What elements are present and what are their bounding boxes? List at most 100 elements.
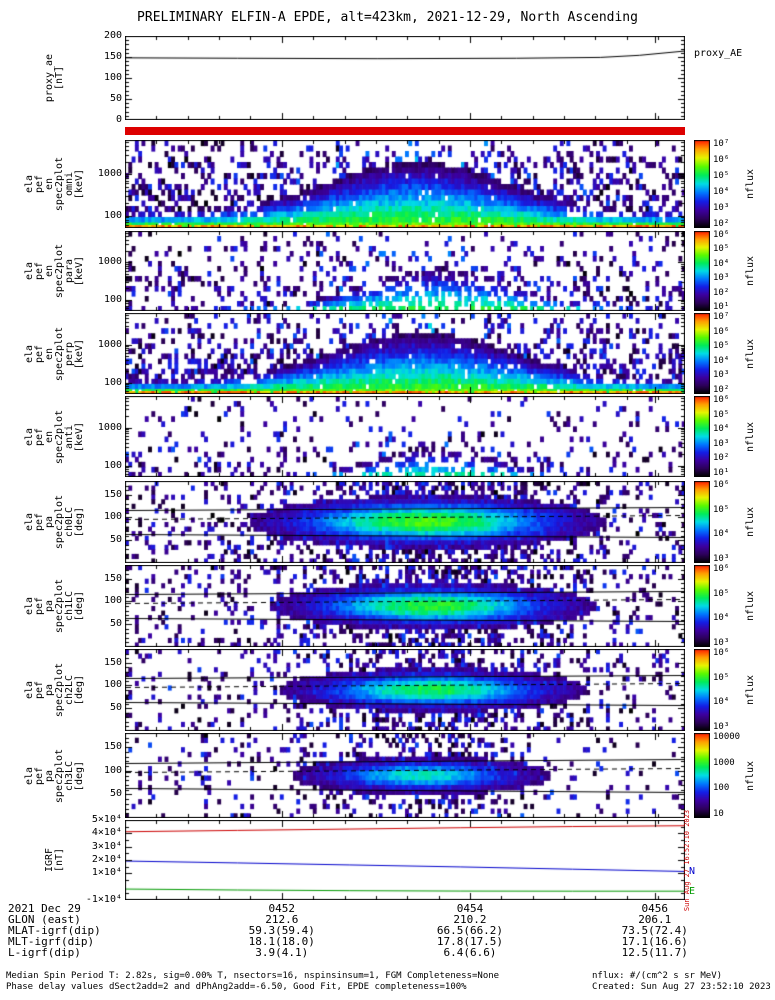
colorbar-ela-pef-en-spec2plot-para — [694, 231, 710, 311]
colorbar-ela-pef-pa-spec2plot-ch2LC — [694, 649, 710, 731]
axis-row-value: 206.1 — [638, 913, 672, 926]
axis-row-label: GLON (east) — [8, 913, 81, 926]
colorbar-tick-label: 10³ — [713, 638, 730, 648]
ytick-label-ela-pef-en-spec2plot-omni: 1000 — [97, 168, 122, 180]
axis-row-value: 18.1(18.0) — [248, 935, 315, 948]
time-tick-label: 0456 — [641, 902, 669, 915]
ytick-label-ela-pef-en-spec2plot-perp: 1000 — [97, 338, 122, 350]
ytick-label-ela-pef-en-spec2plot-omni: 100 — [103, 209, 122, 221]
axis-row-label: MLT-igrf(dip) — [8, 935, 95, 948]
colorbar-tick-label: 10⁶ — [713, 326, 730, 337]
colorbar-ela-pef-pa-spec2plot-ch3LC — [694, 733, 710, 818]
colorbar-tick-label: 10¹ — [713, 468, 730, 478]
ylabel-ela-pef-en-spec2plot-perp-text: ela pef en spec2plot perp [keV] — [24, 326, 85, 381]
axis-row-label: L-igrf(dip) — [8, 946, 81, 959]
ytick-label-ela-pef-en-spec2plot-anti: 100 — [103, 459, 122, 471]
time-tick-label: 0452 — [268, 902, 296, 915]
colorbar-title-ela-pef-pa-spec2plot-ch0LC-text: nflux — [745, 506, 757, 538]
colorbar-tick-label: 10³ — [713, 554, 730, 564]
colorbar-tick-label: 10000 — [713, 732, 741, 742]
ytick-label-IGRF: 5×10⁴ — [91, 814, 122, 825]
colorbar-tick-label: 10⁴ — [713, 187, 730, 197]
colorbar-tick-label: 10³ — [713, 203, 730, 213]
colorbar-title-ela-pef-en-spec2plot-omni: nflux — [744, 140, 758, 228]
colorbar-ela-pef-en-spec2plot-perp — [694, 313, 710, 394]
colorbar-title-ela-pef-en-spec2plot-para-text: nflux — [745, 255, 757, 287]
panel-canvas-ela-pef-en-spec2plot-para — [125, 231, 685, 311]
ytick-label-proxy-ae: 200 — [103, 30, 122, 41]
ytick-label-ela-pef-pa-spec2plot-ch1LC: 100 — [103, 595, 122, 607]
ytick-label-IGRF: 2×10⁴ — [91, 854, 122, 865]
colorbar-tick-label: 10⁵ — [713, 409, 730, 420]
colorbar-tick-label: 10⁵ — [713, 244, 730, 255]
colorbar-tick-label: 10³ — [713, 438, 730, 449]
colorbar-tick-label: 1000 — [713, 757, 735, 768]
panel-canvas-proxy-ae — [125, 36, 685, 120]
colorbar-tick-label: 10¹ — [713, 302, 730, 312]
colorbar-tick-label: 10² — [713, 219, 730, 229]
colorbar-tick-label: 10⁵ — [713, 672, 730, 683]
ytick-label-IGRF: 1×10⁴ — [91, 867, 122, 879]
axis-row-value: 66.5(66.2) — [436, 924, 504, 937]
colorbar-ela-pef-en-spec2plot-anti — [694, 396, 710, 477]
colorbar-title-ela-pef-pa-spec2plot-ch1LC-text: nflux — [745, 590, 757, 622]
colorbar-tick-label: 10⁷ — [713, 312, 730, 322]
colorbar-tick-label: 10⁵ — [713, 171, 730, 181]
colorbar-title-ela-pef-pa-spec2plot-ch3LC: nflux — [744, 733, 758, 818]
colorbar-ela-pef-pa-spec2plot-ch1LC — [694, 565, 710, 647]
panel-canvas-ela-pef-en-spec2plot-omni — [125, 140, 685, 228]
colorbar-title-ela-pef-en-spec2plot-anti: nflux — [744, 396, 758, 477]
ytick-label-proxy-ae: 150 — [103, 51, 122, 62]
colorbar-title-ela-pef-en-spec2plot-perp-text: nflux — [745, 338, 757, 369]
footer-created-text: Created: Sun Aug 27 23:52:10 2023 — [592, 982, 771, 992]
panel-canvas-IGRF — [125, 820, 685, 900]
panel-right-label-proxy-ae: proxy_AE — [694, 48, 743, 59]
ytick-label-ela-pef-en-spec2plot-para: 1000 — [97, 256, 122, 268]
colorbar-tick-label: 10² — [713, 385, 730, 395]
colorbar-tick-label: 10⁶ — [713, 395, 730, 405]
colorbar-title-ela-pef-pa-spec2plot-ch2LC-text: nflux — [745, 674, 757, 706]
ytick-label-ela-pef-en-spec2plot-para: 100 — [103, 293, 122, 305]
colorbar-title-ela-pef-pa-spec2plot-ch3LC-text: nflux — [745, 760, 757, 791]
colorbar-title-ela-pef-pa-spec2plot-ch0LC: nflux — [744, 481, 758, 563]
ytick-label-proxy-ae: 100 — [103, 72, 122, 83]
ytick-label-ela-pef-en-spec2plot-perp: 100 — [103, 376, 122, 388]
colorbar-tick-label: 10² — [713, 287, 730, 298]
plot-title: PRELIMINARY ELFIN-A EPDE, alt=423km, 202… — [137, 10, 638, 25]
colorbar-tick-label: 10⁴ — [713, 697, 730, 708]
colorbar-title-ela-pef-en-spec2plot-perp: nflux — [744, 313, 758, 394]
series-label-n: N — [689, 866, 696, 878]
colorbar-tick-label: 10³ — [713, 722, 730, 732]
ytick-label-ela-pef-pa-spec2plot-ch3LC: 150 — [103, 741, 122, 753]
axis-row-value: 12.5(11.7) — [621, 946, 688, 959]
ylabel-ela-pef-en-spec2plot-anti-text: ela pef en spec2plot anti [keV] — [24, 409, 85, 464]
ytick-label-proxy-ae: 0 — [115, 114, 122, 125]
ytick-label-ela-pef-pa-spec2plot-ch0LC: 50 — [109, 534, 122, 546]
colorbar-tick-label: 10⁶ — [713, 480, 730, 490]
ytick-label-IGRF: 4×10⁴ — [91, 827, 122, 839]
axis-row-value: 3.9(4.1) — [255, 946, 309, 959]
ytick-label-ela-pef-pa-spec2plot-ch0LC: 150 — [103, 488, 122, 500]
axis-row-value: 212.6 — [265, 913, 299, 926]
axis-row-value: 210.2 — [453, 913, 487, 926]
panel-canvas-ela-pef-pa-spec2plot-ch1LC — [125, 565, 685, 647]
axis-row-label: MLAT-igrf(dip) — [8, 924, 101, 937]
axis-row-value: 59.3(59.4) — [248, 924, 315, 937]
axis-date-label: 2021 Dec 29 — [8, 902, 81, 915]
colorbar-tick-label: 10⁴ — [713, 424, 730, 435]
side-timestamp: Sun Aug 27 16:52:10 2023 — [682, 809, 694, 910]
mode-indicator-bar — [125, 127, 685, 135]
colorbar-tick-label: 10³ — [713, 273, 730, 284]
colorbar-tick-label: 10⁵ — [713, 341, 730, 352]
axis-row-value: 6.4(6.6) — [443, 946, 497, 959]
colorbar-ela-pef-en-spec2plot-omni — [694, 140, 710, 228]
axis-row-value: 17.8(17.5) — [436, 935, 504, 948]
colorbar-tick-label: 10⁴ — [713, 613, 730, 624]
footer-spin-period-text: Median Spin Period T: 2.82s, sig=0.00% T… — [6, 971, 500, 981]
colorbar-tick-label: 10⁴ — [713, 529, 730, 540]
colorbar-tick-label: 10⁴ — [713, 258, 730, 269]
colorbar-tick-label: 10² — [713, 453, 730, 464]
colorbar-title-ela-pef-pa-spec2plot-ch2LC: nflux — [744, 649, 758, 731]
colorbar-tick-label: 10 — [713, 809, 724, 819]
